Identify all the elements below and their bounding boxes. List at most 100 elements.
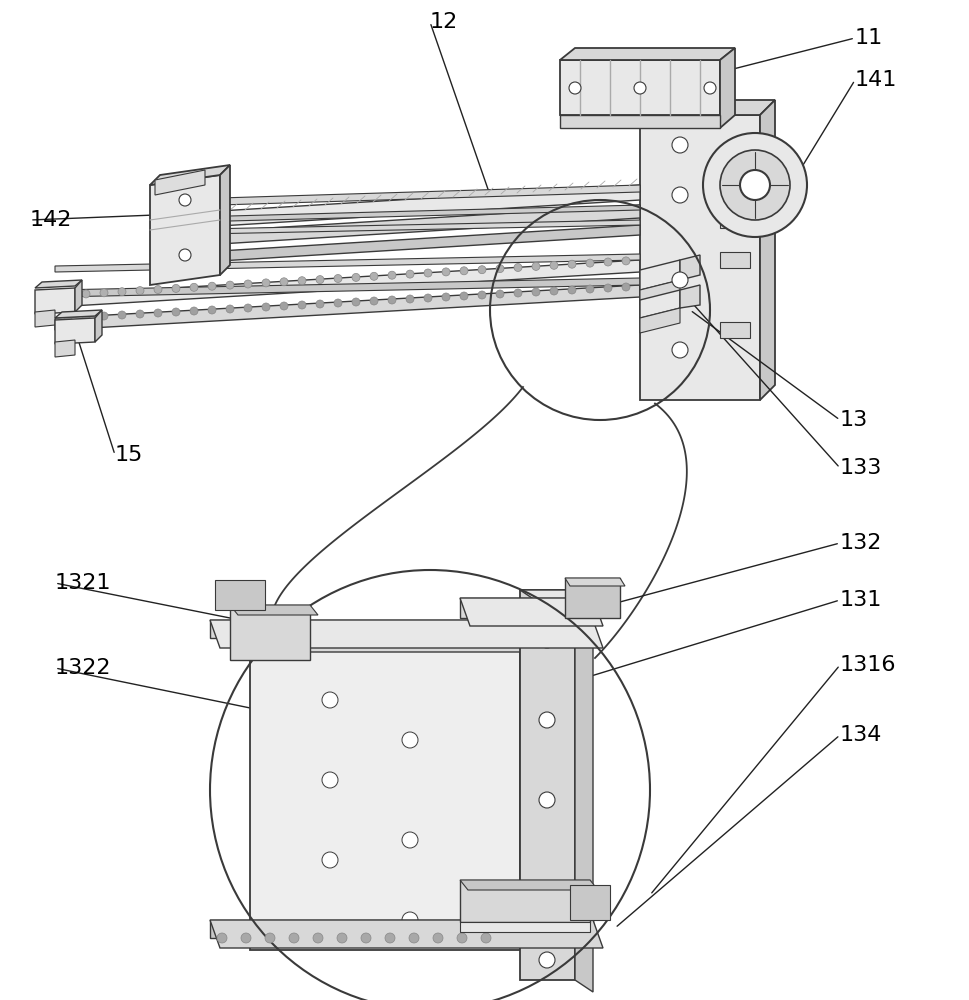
Circle shape: [154, 309, 162, 317]
Circle shape: [549, 287, 557, 295]
Circle shape: [569, 82, 580, 94]
Circle shape: [459, 267, 467, 275]
Circle shape: [456, 933, 466, 943]
Circle shape: [262, 279, 269, 287]
Circle shape: [719, 150, 789, 220]
Circle shape: [672, 187, 687, 203]
Polygon shape: [640, 260, 679, 290]
Circle shape: [495, 290, 504, 298]
Circle shape: [244, 280, 252, 288]
Polygon shape: [519, 590, 592, 602]
Polygon shape: [209, 620, 592, 638]
Polygon shape: [719, 48, 735, 128]
Circle shape: [432, 933, 443, 943]
Polygon shape: [155, 220, 640, 235]
Polygon shape: [209, 620, 603, 648]
Circle shape: [172, 284, 180, 292]
Circle shape: [322, 772, 337, 788]
Circle shape: [313, 933, 323, 943]
Circle shape: [118, 288, 126, 296]
Circle shape: [322, 922, 337, 938]
Polygon shape: [679, 255, 700, 280]
Polygon shape: [209, 920, 603, 948]
Polygon shape: [155, 170, 204, 195]
Polygon shape: [55, 285, 640, 330]
Circle shape: [621, 257, 629, 265]
Polygon shape: [459, 598, 592, 618]
Circle shape: [136, 287, 143, 295]
Circle shape: [409, 933, 419, 943]
Polygon shape: [640, 115, 760, 400]
Circle shape: [207, 282, 216, 290]
Text: 1322: 1322: [55, 658, 111, 678]
Polygon shape: [459, 598, 603, 626]
Polygon shape: [230, 605, 318, 615]
Text: 1321: 1321: [55, 573, 111, 593]
Circle shape: [495, 265, 504, 273]
Bar: [250, 640, 519, 950]
Text: 11: 11: [854, 28, 883, 48]
Circle shape: [136, 310, 143, 318]
Text: 134: 134: [839, 725, 882, 745]
Circle shape: [401, 832, 418, 848]
Circle shape: [179, 194, 191, 206]
Polygon shape: [459, 922, 589, 932]
Circle shape: [514, 289, 521, 297]
Circle shape: [585, 259, 593, 267]
Text: 142: 142: [30, 210, 73, 230]
Circle shape: [82, 290, 90, 298]
Circle shape: [100, 289, 108, 297]
Circle shape: [739, 170, 769, 200]
Polygon shape: [155, 205, 640, 223]
Text: 1316: 1316: [839, 655, 895, 675]
Circle shape: [118, 311, 126, 319]
Bar: [719, 322, 749, 338]
Circle shape: [672, 342, 687, 358]
Circle shape: [401, 732, 418, 748]
Circle shape: [82, 313, 90, 321]
Polygon shape: [250, 640, 535, 652]
Circle shape: [297, 277, 305, 285]
Circle shape: [369, 272, 378, 280]
Circle shape: [672, 272, 687, 288]
Bar: [519, 590, 575, 980]
Polygon shape: [155, 225, 640, 265]
Bar: [215, 580, 265, 610]
Circle shape: [280, 278, 288, 286]
Circle shape: [289, 933, 298, 943]
Text: 15: 15: [115, 445, 143, 465]
Circle shape: [64, 291, 72, 299]
Circle shape: [423, 294, 431, 302]
Circle shape: [360, 933, 370, 943]
Circle shape: [240, 933, 251, 943]
Circle shape: [514, 263, 521, 271]
Circle shape: [64, 314, 72, 322]
Polygon shape: [640, 290, 679, 318]
Circle shape: [207, 306, 216, 314]
Polygon shape: [760, 100, 774, 400]
Polygon shape: [55, 254, 640, 272]
Polygon shape: [55, 340, 75, 357]
Bar: [459, 880, 589, 922]
Polygon shape: [220, 165, 230, 275]
Bar: [719, 252, 749, 268]
Circle shape: [634, 82, 645, 94]
Circle shape: [244, 304, 252, 312]
Polygon shape: [209, 920, 592, 938]
Polygon shape: [559, 115, 719, 128]
Circle shape: [604, 258, 611, 266]
Circle shape: [352, 298, 359, 306]
Polygon shape: [150, 165, 230, 185]
Circle shape: [322, 852, 337, 868]
Circle shape: [539, 882, 554, 898]
Polygon shape: [564, 578, 624, 586]
Circle shape: [217, 933, 227, 943]
Circle shape: [478, 291, 485, 299]
Polygon shape: [679, 285, 700, 308]
Polygon shape: [55, 310, 102, 318]
Circle shape: [459, 292, 467, 300]
Circle shape: [316, 300, 324, 308]
Circle shape: [703, 133, 806, 237]
Polygon shape: [95, 310, 102, 342]
Circle shape: [672, 137, 687, 153]
